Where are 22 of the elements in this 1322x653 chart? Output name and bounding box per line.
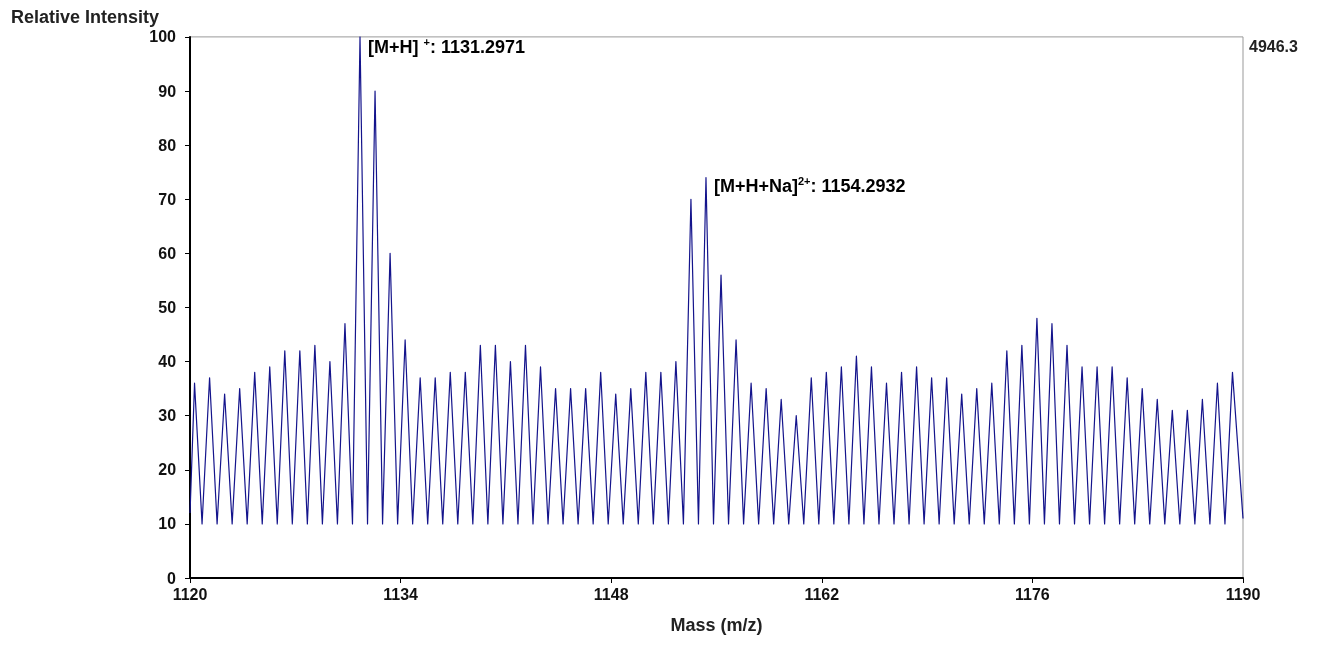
y-tick-label: 90 bbox=[158, 82, 177, 100]
annotation: [M+H] +: 1131.2971 bbox=[368, 36, 526, 58]
y-tick-label: 70 bbox=[158, 190, 177, 208]
x-axis-title: Mass (m/z) bbox=[670, 615, 763, 635]
y-tick-label: 30 bbox=[158, 407, 177, 425]
y-tick-label: 80 bbox=[158, 136, 177, 154]
x-tick-label: 1162 bbox=[804, 585, 840, 603]
y-tick-label: 50 bbox=[158, 298, 177, 316]
y-tick-label: 40 bbox=[158, 353, 177, 371]
x-tick-label: 1120 bbox=[172, 585, 208, 603]
x-tick-label: 1134 bbox=[383, 585, 419, 603]
text: 4946.3 bbox=[1249, 38, 1299, 56]
y-tick-label: 20 bbox=[158, 461, 177, 479]
y-tick-label: 60 bbox=[158, 244, 177, 262]
x-tick-label: 1148 bbox=[593, 585, 629, 603]
y-tick-label: 0 bbox=[167, 569, 177, 587]
y-tick-label: 100 bbox=[149, 28, 177, 46]
line-series bbox=[189, 36, 1244, 525]
y-tick-label: 10 bbox=[158, 515, 177, 533]
x-tick-label: 1190 bbox=[1225, 585, 1261, 603]
y-axis-title: Relative Intensity bbox=[10, 7, 160, 27]
x-tick-label: 1176 bbox=[1015, 585, 1050, 603]
